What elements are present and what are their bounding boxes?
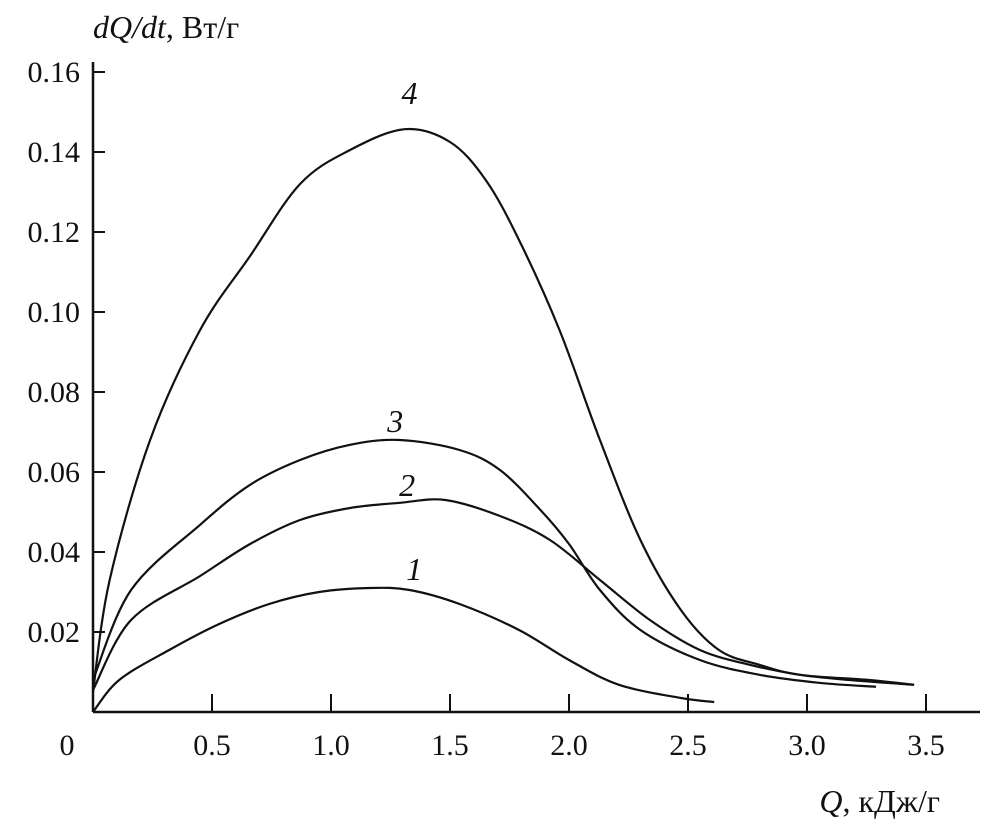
series-label-3: 3	[386, 403, 403, 439]
x-tick-label: 1.0	[312, 729, 350, 762]
y-tick-label: 0.16	[28, 56, 81, 89]
series-label-4: 4	[402, 75, 418, 111]
series-line-3	[91, 438, 877, 688]
series-line-1	[92, 586, 715, 713]
series-line-4	[91, 127, 915, 693]
x-tick-label: 3.0	[788, 729, 826, 762]
y-tick-label: 0.04	[28, 536, 81, 569]
x-tick-label: 2.5	[669, 729, 707, 762]
y-tick-label: 0.02	[28, 616, 81, 649]
y-tick-label: 0.06	[28, 456, 81, 489]
x-tick-label: 0.5	[193, 729, 231, 762]
x-axis-label: Q, кДж/г	[819, 783, 940, 819]
x-tick-label: 0	[60, 729, 75, 762]
y-tick-label: 0.08	[28, 376, 81, 409]
y-axis-label: dQ/dt, Вт/г	[93, 9, 239, 45]
y-tick-label: 0.10	[28, 296, 81, 329]
y-tick-label: 0.14	[28, 136, 81, 169]
x-tick-label: 2.0	[550, 729, 588, 762]
series-line-2	[92, 498, 915, 691]
y-tick-label: 0.12	[28, 216, 81, 249]
x-tick-label: 3.5	[907, 729, 945, 762]
x-tick-label: 1.5	[431, 729, 469, 762]
series-label-2: 2	[399, 467, 415, 503]
series-label-1: 1	[406, 551, 422, 587]
